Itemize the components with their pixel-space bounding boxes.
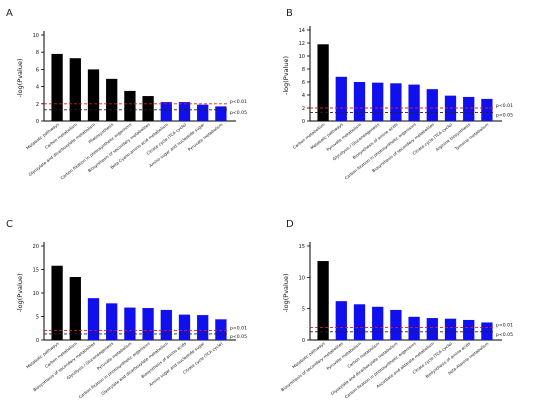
bar — [444, 318, 457, 340]
bar — [178, 102, 191, 121]
y-tick-label: 10 — [33, 33, 39, 39]
y-tick-label: 15 — [299, 244, 305, 250]
y-tick-label: 0 — [302, 338, 305, 344]
y-axis-title: -log(Pvalue) — [16, 274, 24, 313]
y-tick-label: 20 — [33, 244, 39, 250]
y-axis-title: -log(Pvalue) — [282, 274, 290, 313]
bar — [353, 304, 366, 340]
y-tick-label: 10 — [299, 54, 305, 60]
reference-line-label: p<0.05 — [496, 332, 513, 338]
x-tick-label: Pyruvate metabolism — [187, 122, 224, 152]
reference-line-label: p<0.01 — [230, 99, 247, 105]
bar — [481, 322, 493, 340]
bar — [463, 319, 475, 340]
bar — [124, 90, 136, 121]
bar — [317, 261, 329, 340]
y-tick-label: 12 — [299, 41, 305, 47]
y-tick-label: 0 — [36, 338, 39, 344]
bar — [317, 44, 329, 121]
y-tick-label: 14 — [299, 28, 305, 34]
reference-line-label: p<0.01 — [230, 326, 247, 332]
panel-label: B — [286, 8, 293, 19]
y-tick-label: 5 — [302, 307, 305, 313]
bar — [372, 306, 384, 340]
y-tick-label: 2 — [302, 106, 305, 112]
bar — [160, 102, 172, 121]
reference-line-label: p<0.05 — [496, 113, 513, 119]
bar — [178, 314, 191, 340]
x-tick-label: Metabolic pathways — [25, 122, 60, 150]
y-tick-label: 4 — [302, 93, 305, 99]
x-tick-label: Tyrosine metabolism — [453, 122, 489, 152]
bar — [69, 277, 81, 340]
y-tick-label: 6 — [302, 80, 305, 86]
bar — [87, 298, 100, 340]
y-tick-label: 4 — [36, 85, 39, 91]
y-tick-label: 10 — [299, 275, 305, 281]
bar — [124, 307, 136, 340]
reference-line-label: p<0.05 — [230, 334, 247, 340]
bar — [215, 106, 227, 121]
bar — [390, 83, 402, 121]
y-tick-label: 5 — [36, 315, 39, 321]
y-axis-title: -log(Pvalue) — [16, 59, 24, 98]
x-tick-label: Glyoxylate and dicarboxylate metabolism — [27, 122, 96, 177]
bar — [390, 309, 402, 340]
bar — [335, 301, 347, 340]
bar — [463, 96, 475, 121]
bar — [426, 318, 438, 340]
panel-label: C — [6, 219, 13, 230]
bar — [69, 58, 81, 121]
bar — [335, 76, 347, 121]
bar — [426, 89, 438, 121]
bar — [51, 265, 63, 340]
bar — [142, 96, 154, 121]
panel-label: D — [286, 219, 294, 230]
bar — [197, 315, 209, 340]
bar — [408, 316, 420, 340]
panel-label: A — [6, 8, 13, 19]
bar — [197, 104, 209, 121]
y-tick-label: 8 — [302, 67, 305, 73]
y-tick-label: 10 — [33, 291, 39, 297]
y-tick-label: 15 — [33, 268, 39, 274]
y-tick-label: 6 — [36, 67, 39, 73]
x-tick-label: Metabolic pathways — [25, 341, 60, 369]
bar — [106, 78, 118, 121]
reference-line-label: p<0.05 — [230, 110, 247, 116]
bar — [408, 84, 420, 121]
y-tick-label: 0 — [302, 119, 305, 125]
bar — [87, 69, 100, 121]
y-tick-label: 2 — [36, 102, 39, 108]
bar — [215, 319, 227, 340]
bar — [372, 82, 384, 121]
y-tick-label: 8 — [36, 50, 39, 56]
y-tick-label: 0 — [36, 119, 39, 125]
bar — [51, 53, 63, 121]
x-tick-label: Glyoxylate and dicarboxylate metabolism — [100, 341, 169, 396]
bar — [481, 98, 493, 121]
bar — [106, 303, 118, 340]
x-tick-label: Glyoxylate and dicarboxylate metabolism — [330, 341, 399, 396]
reference-line-label: p<0.01 — [496, 103, 513, 109]
bar — [160, 309, 172, 340]
bar — [353, 82, 366, 121]
y-axis-title: -log(Pvalue) — [282, 56, 290, 95]
reference-line-label: p<0.01 — [496, 322, 513, 328]
bar — [142, 308, 154, 340]
